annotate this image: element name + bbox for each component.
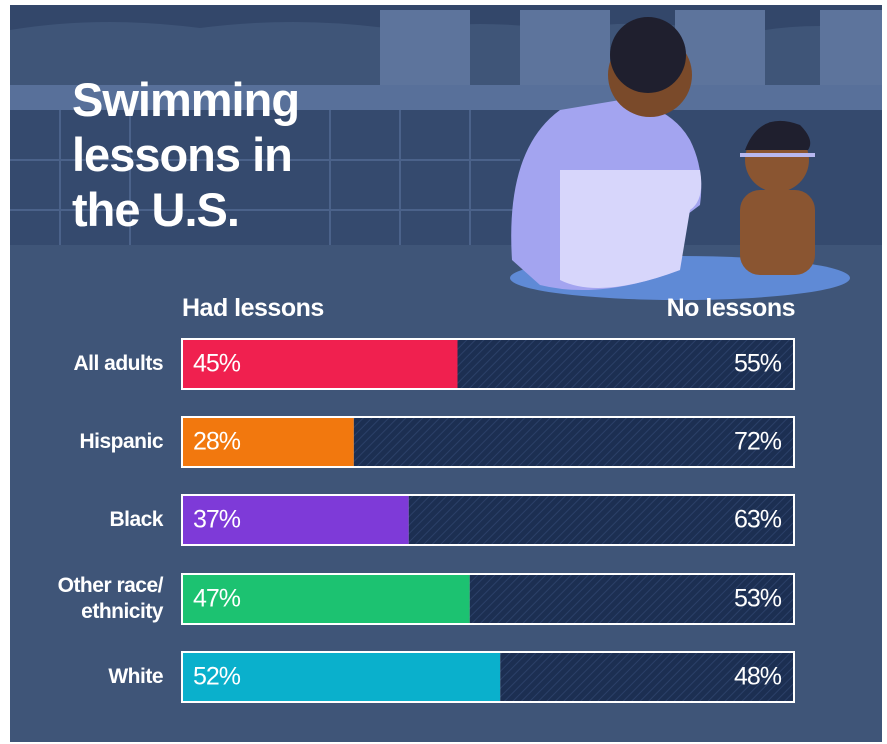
value-label: 45%	[193, 350, 241, 378]
value-label: 55%	[734, 350, 782, 378]
category-label: All adults	[38, 351, 163, 377]
legend-label: No lessons	[667, 294, 795, 323]
value-label: 52%	[193, 663, 241, 691]
category-label: Other race/ ethnicity	[38, 573, 163, 625]
category-label: White	[38, 664, 163, 690]
infographic: 45% 55% 28% 72% 37% 63% 47% 53% 52% 48% Swimming …	[0, 0, 887, 744]
value-label: 48%	[734, 663, 782, 691]
value-label: 28%	[193, 428, 241, 456]
value-label: 63%	[734, 506, 782, 534]
value-label: 47%	[193, 585, 241, 613]
category-label: Hispanic	[38, 429, 163, 455]
category-label: Black	[38, 507, 163, 533]
title: Swimming lessons in the U.S.	[72, 72, 334, 237]
bar-segment	[354, 418, 793, 466]
value-label: 53%	[734, 585, 782, 613]
value-label: 72%	[734, 428, 782, 456]
legend-label: Had lessons	[182, 294, 324, 323]
value-label: 37%	[193, 506, 241, 534]
